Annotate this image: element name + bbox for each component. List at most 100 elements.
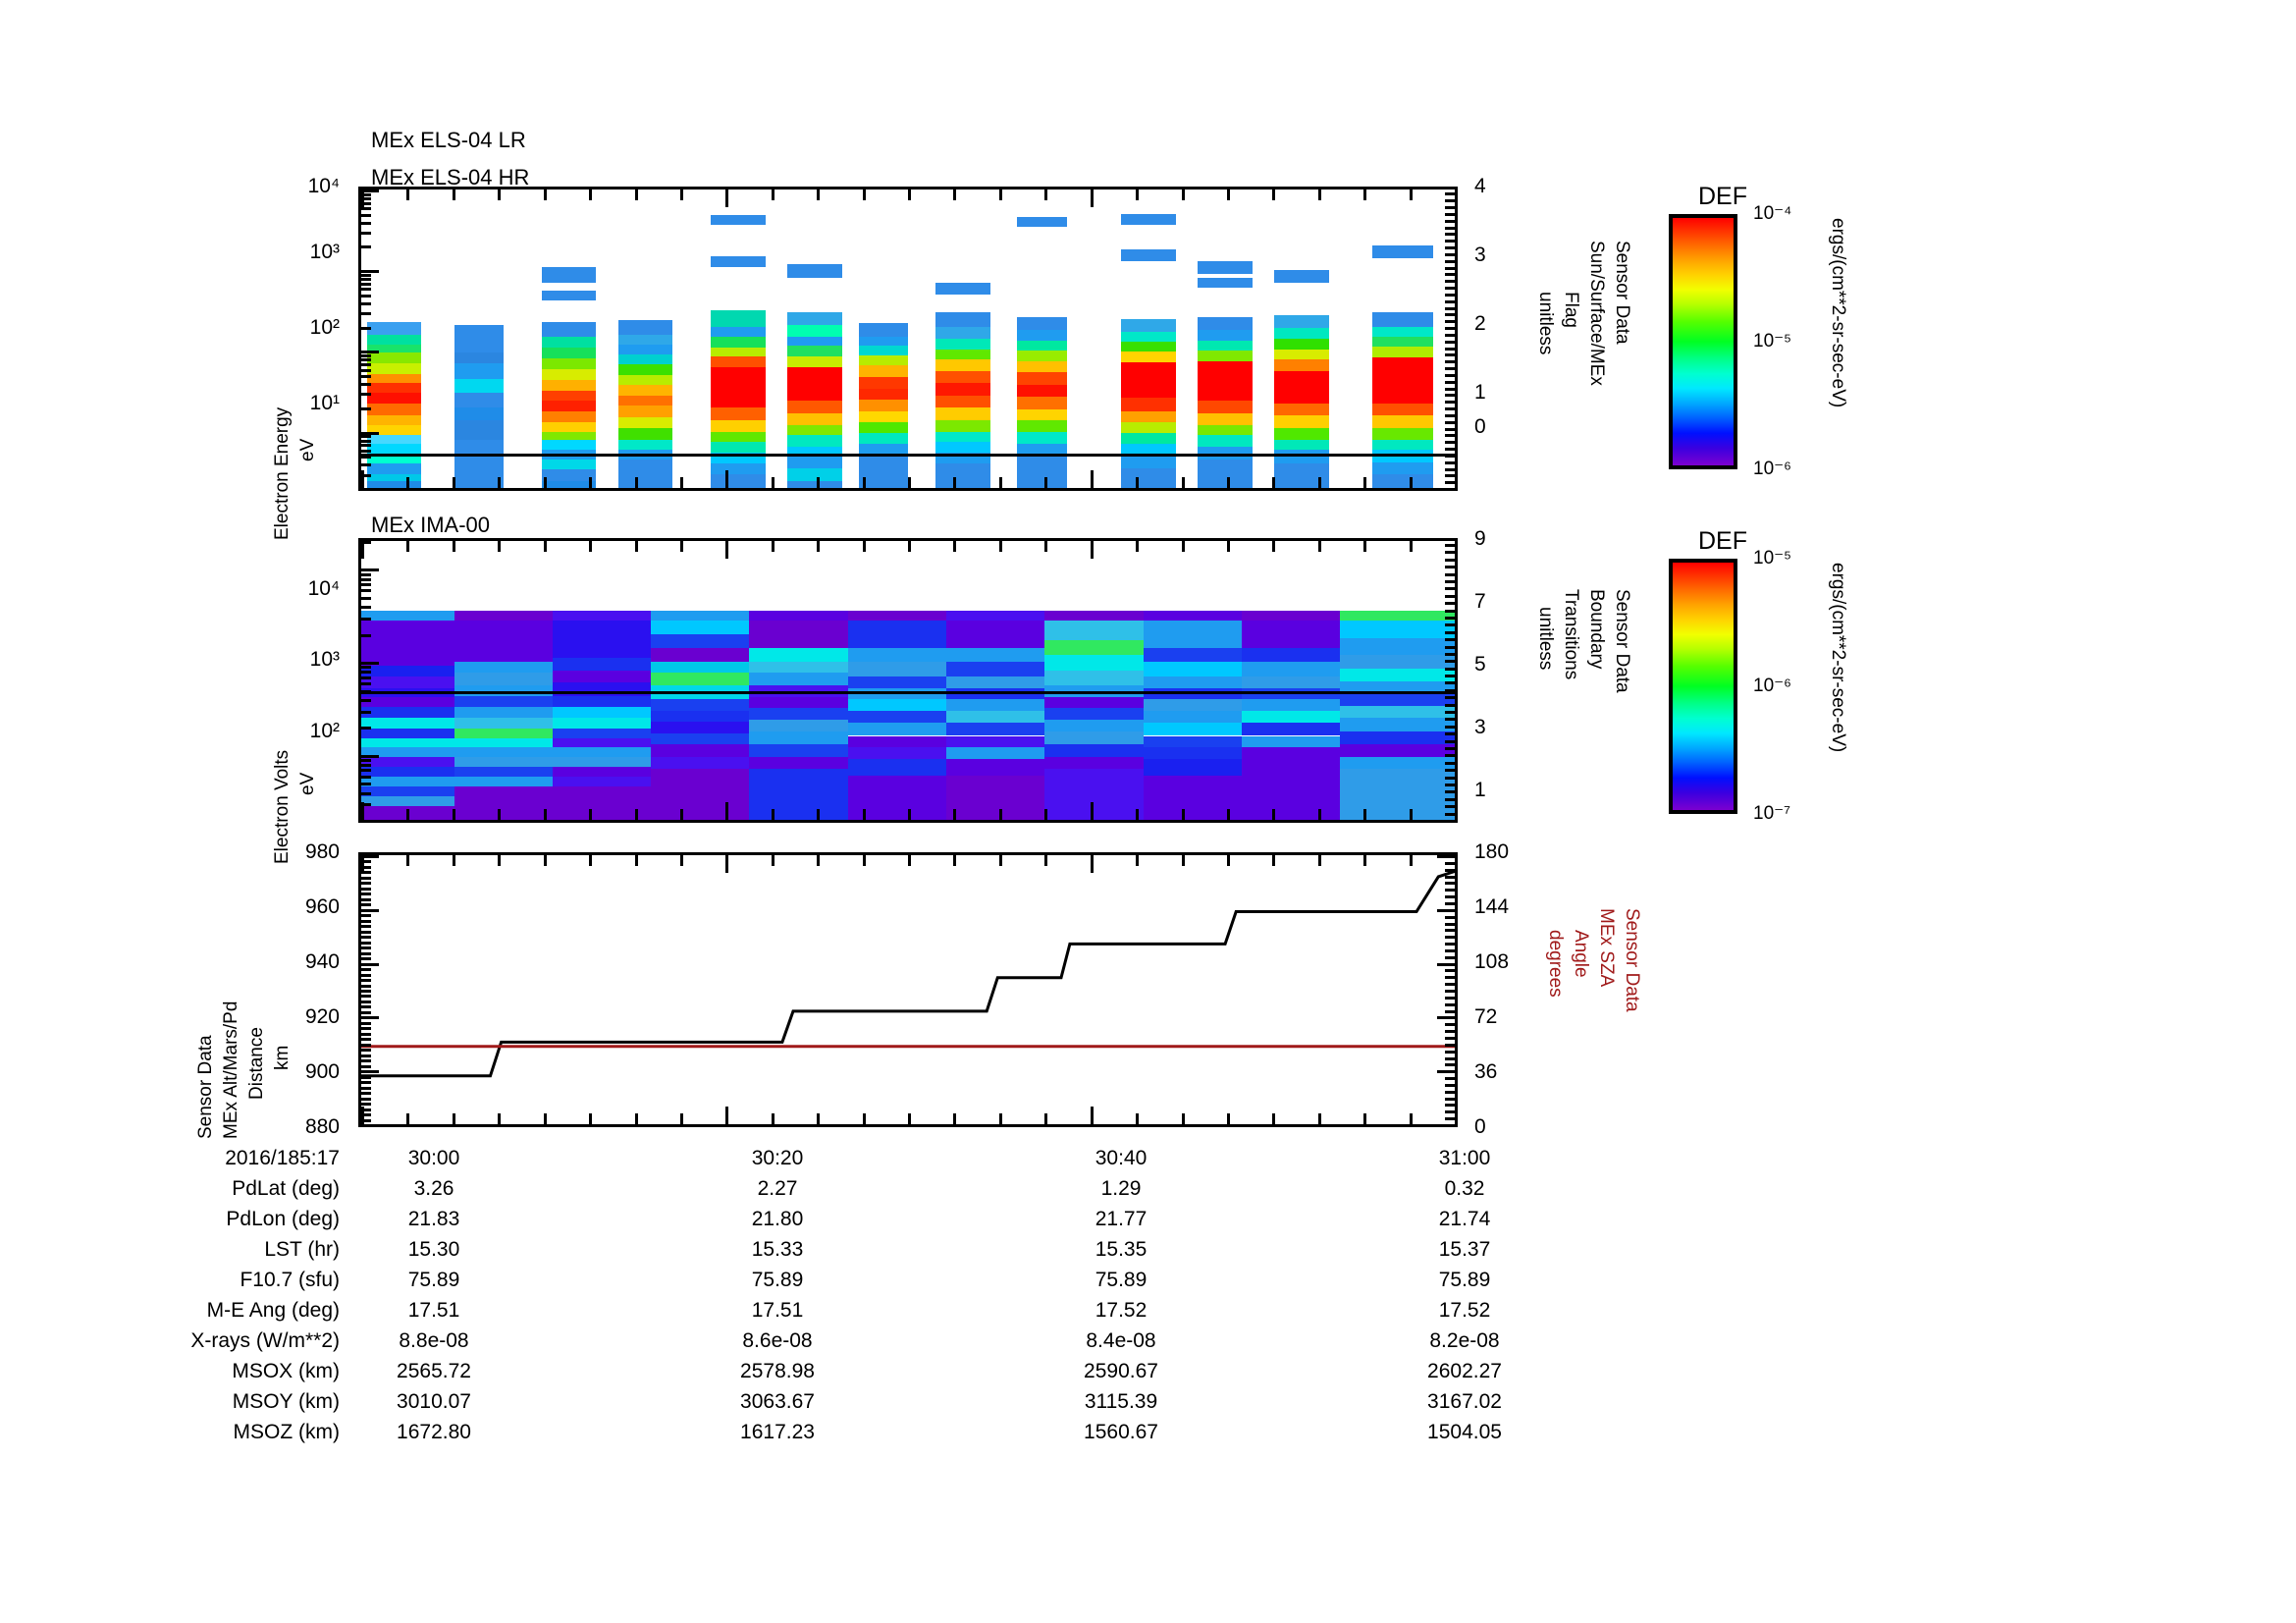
- table-cell: 30:40: [1095, 1147, 1148, 1169]
- axis-tick: [498, 855, 502, 866]
- axis-tick: [361, 947, 371, 950]
- spectrogram-cell: [1241, 620, 1341, 649]
- spectrogram-cell: [1121, 444, 1176, 457]
- spectrogram-cell: [858, 323, 908, 337]
- table-cell: 30:00: [407, 1147, 460, 1169]
- axis-tick: [1445, 1023, 1455, 1027]
- spectrogram-cell: [1143, 735, 1242, 748]
- axis-tick: [1445, 688, 1455, 692]
- spectrogram-cell: [1372, 312, 1433, 327]
- spectrogram-cell: [749, 708, 848, 720]
- axis-tick: [1226, 809, 1230, 820]
- spectrogram-cell: [1274, 449, 1329, 464]
- spectrogram-cell: [617, 395, 673, 406]
- panel1-right-axis-label: Sensor Data Sun/Surface/MEx Flag unitles…: [1534, 241, 1632, 386]
- spectrogram-cell: [361, 756, 454, 767]
- axis-tick: [862, 477, 866, 488]
- axis-tick: [725, 855, 729, 873]
- spectrogram-cell: [1372, 428, 1433, 440]
- axis-tick: [679, 1113, 683, 1124]
- axis-tick: [361, 1059, 371, 1063]
- spectrogram-cell: [934, 312, 990, 327]
- axis-tick: [361, 231, 371, 235]
- axis-tick: [361, 990, 371, 993]
- axis-tick: [1445, 280, 1455, 284]
- spectrogram-cell: [1241, 676, 1341, 689]
- table-cell: 3010.07: [397, 1390, 471, 1413]
- spectrogram-cell: [541, 368, 597, 380]
- panel2-data-area: [361, 541, 1455, 820]
- spectrogram-cell: [617, 428, 673, 440]
- spectrogram-cell: [1044, 640, 1144, 655]
- table-cell: 1504.05: [1427, 1421, 1502, 1443]
- axis-tick: [1455, 855, 1458, 873]
- spectrogram-cell: [1274, 314, 1329, 329]
- axis-tick: [361, 803, 371, 807]
- spectrogram-cell: [361, 706, 454, 719]
- spectrogram-cell: [361, 795, 454, 807]
- axis-tick: [1445, 594, 1455, 598]
- axis-tick: [361, 930, 371, 934]
- panel1-ytick-2: 10²: [309, 316, 340, 339]
- spectrogram-cell: [1198, 435, 1253, 447]
- axis-tick: [406, 477, 410, 488]
- axis-tick: [1445, 293, 1455, 297]
- axis-tick: [361, 1081, 371, 1085]
- spectrogram-cell: [711, 463, 767, 474]
- spectrogram-cell: [1340, 610, 1455, 621]
- spectrogram-cell: [1017, 408, 1067, 420]
- panel2-spectrogram[interactable]: [358, 538, 1458, 823]
- spectrogram-cell: [1241, 723, 1341, 736]
- axis-tick: [1445, 360, 1455, 364]
- table-cell: 15.30: [407, 1238, 460, 1261]
- spectrogram-cell: [1044, 696, 1144, 708]
- axis-tick: [361, 1038, 371, 1042]
- axis-tick: [1317, 477, 1321, 488]
- spectrogram-cell: [366, 481, 422, 488]
- panel3-right-axis-label: Sensor Data MEx SZA Angle degrees: [1544, 908, 1642, 1012]
- axis-tick: [1445, 739, 1455, 743]
- spectrogram-cell: [1274, 328, 1329, 340]
- spectrogram-cell: [454, 342, 504, 353]
- spectrogram-cell: [1121, 332, 1176, 342]
- spectrogram-cell: [945, 620, 1045, 649]
- axis-tick: [1272, 541, 1276, 552]
- axis-tick: [1445, 333, 1455, 337]
- spectrogram-cell: [1340, 668, 1455, 681]
- axis-tick: [361, 444, 371, 448]
- axis-tick: [1181, 541, 1185, 552]
- spectrogram-cell: [934, 326, 990, 340]
- axis-tick: [361, 273, 371, 277]
- spectrogram-cell: [366, 321, 422, 335]
- axis-tick: [1445, 623, 1455, 627]
- spectrogram-cell: [454, 718, 553, 730]
- table-cell: 15.33: [751, 1238, 804, 1261]
- spectrogram-cell: [1121, 362, 1176, 399]
- spectrogram-cell: [541, 460, 597, 470]
- spectrogram-cell: [1121, 342, 1176, 352]
- spectrogram-cell: [847, 648, 946, 663]
- axis-tick: [361, 406, 371, 410]
- spectrogram-cell: [945, 648, 1045, 663]
- axis-tick: [361, 1103, 371, 1107]
- axis-tick: [679, 541, 683, 552]
- axis-tick: [543, 541, 547, 552]
- axis-tick: [361, 968, 371, 972]
- spectrogram-cell: [454, 785, 553, 820]
- panel3-lineplot[interactable]: [358, 852, 1458, 1127]
- spectrogram-cell: [1198, 351, 1253, 361]
- panel1-spectrogram[interactable]: [358, 187, 1458, 491]
- axis-tick: [1445, 219, 1455, 223]
- panel1-rtick-4: 4: [1474, 175, 1486, 197]
- axis-tick: [1445, 797, 1455, 801]
- spectrogram-cell: [711, 215, 767, 226]
- spectrogram-cell: [1044, 671, 1144, 685]
- axis-tick: [452, 855, 455, 866]
- spectrogram-cell: [1340, 680, 1455, 694]
- spectrogram-cell: [361, 610, 454, 621]
- spectrogram-cell: [945, 759, 1045, 776]
- spectrogram-cell: [366, 393, 422, 405]
- spectrogram-cell: [454, 610, 553, 621]
- axis-tick: [1445, 566, 1455, 569]
- spectrogram-cell: [541, 481, 597, 488]
